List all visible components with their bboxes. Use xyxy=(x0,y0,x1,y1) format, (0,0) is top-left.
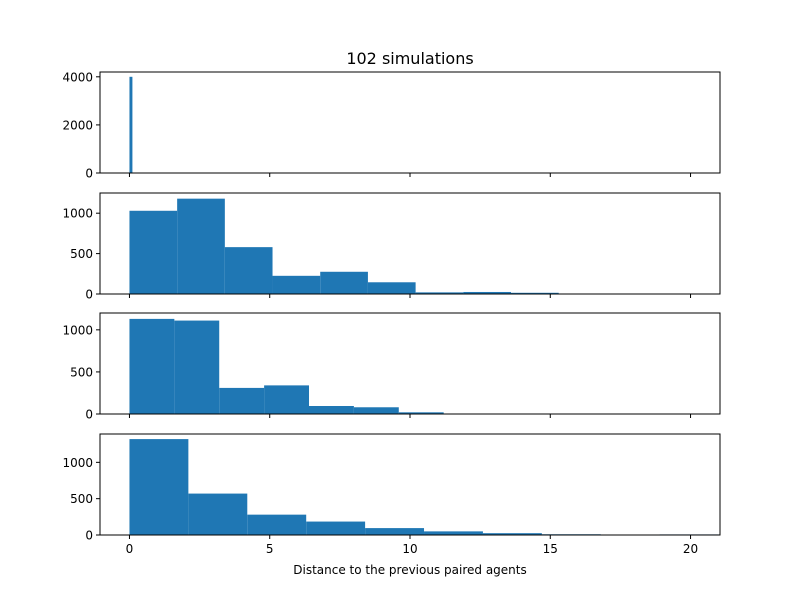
y-tick-label-3-3: 1000 xyxy=(62,323,93,337)
y-tick-label-1-2: 2000 xyxy=(62,118,93,132)
histogram-bar-3-2 xyxy=(174,321,219,414)
histogram-bar-4-4 xyxy=(306,522,365,535)
y-tick-label-4-2: 500 xyxy=(70,492,93,506)
histogram-bar-3-3 xyxy=(219,388,264,414)
x-tick-label-3: 10 xyxy=(402,542,417,556)
y-tick-label-2-1: 0 xyxy=(85,288,93,302)
x-tick-label-5: 20 xyxy=(683,542,698,556)
histogram-bar-2-2 xyxy=(177,199,225,294)
panels-group: 0 2000 4000 0 500 1000 0 500 1000 0 500 1000 0 5 10 15 2… xyxy=(62,70,720,556)
histogram-panel-3: 0 500 1000 xyxy=(62,313,720,422)
histogram-bar-3-5 xyxy=(309,406,354,414)
histogram-bar-4-2 xyxy=(188,494,247,535)
y-tick-label-4-3: 1000 xyxy=(62,456,93,470)
histogram-bar-1-1 xyxy=(129,77,132,173)
histogram-bar-2-3 xyxy=(225,247,273,294)
histogram-bar-3-6 xyxy=(354,407,399,414)
histogram-bar-4-5 xyxy=(365,528,424,535)
histogram-bar-4-6 xyxy=(424,531,483,535)
chart-title: 102 simulations xyxy=(346,49,473,68)
y-tick-label-2-3: 1000 xyxy=(62,207,93,221)
y-tick-label-1-1: 0 xyxy=(85,167,93,181)
x-tick-label-4: 15 xyxy=(543,542,558,556)
histogram-bar-4-1 xyxy=(129,439,188,535)
histogram-bar-3-4 xyxy=(264,385,309,414)
histogram-bar-3-1 xyxy=(129,319,174,414)
x-tick-label-1: 0 xyxy=(126,542,134,556)
histogram-bar-2-5 xyxy=(320,272,368,294)
y-tick-label-4-1: 0 xyxy=(85,529,93,543)
histogram-panel-4: 0 500 1000 0 5 10 15 20 xyxy=(62,434,720,556)
y-tick-label-1-3: 4000 xyxy=(62,70,93,84)
x-tick-label-2: 5 xyxy=(266,542,274,556)
histogram-bar-4-3 xyxy=(247,515,306,535)
panel-frame-1 xyxy=(100,72,720,173)
histogram-panel-2: 0 500 1000 xyxy=(62,193,720,302)
histogram-bar-2-4 xyxy=(273,276,321,294)
y-tick-label-3-1: 0 xyxy=(85,408,93,422)
histogram-bar-2-1 xyxy=(129,211,177,294)
y-tick-label-2-2: 500 xyxy=(70,247,93,261)
x-axis-label: Distance to the previous paired agents xyxy=(293,563,526,577)
y-tick-label-3-2: 500 xyxy=(70,365,93,379)
histogram-panel-1: 0 2000 4000 xyxy=(62,70,720,180)
histogram-bar-2-6 xyxy=(368,282,416,294)
